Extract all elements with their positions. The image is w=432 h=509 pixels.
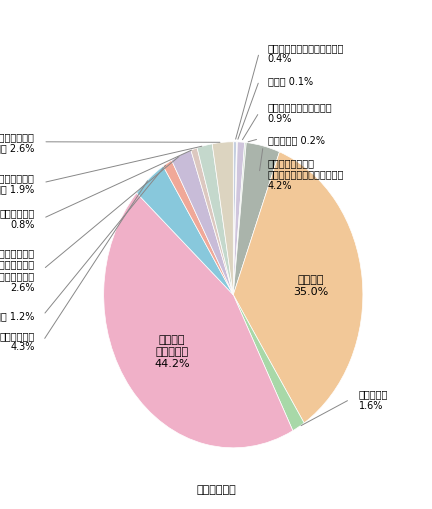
- Text: 警察 1.2%: 警察 1.2%: [0, 310, 35, 321]
- Text: 検察庁 0.1%: 検察庁 0.1%: [268, 76, 313, 87]
- Wedge shape: [233, 153, 363, 423]
- Wedge shape: [233, 143, 237, 295]
- Text: 労働問題相談機関・
団体 2.6%: 労働問題相談機関・ 団体 2.6%: [0, 132, 35, 153]
- Text: 民間支援団体
0.8%: 民間支援団体 0.8%: [0, 208, 35, 230]
- Text: その他機関・団体
（裁判所・暴追センター等）
4.2%: その他機関・団体 （裁判所・暴追センター等） 4.2%: [268, 157, 344, 191]
- Text: 弁護士会
35.0%: 弁護士会 35.0%: [293, 275, 328, 296]
- Text: 配偶者暴力相談
支援センター・
女性センター等
2.6%: 配偶者暴力相談 支援センター・ 女性センター等 2.6%: [0, 247, 35, 292]
- Text: 提供：法務省: 提供：法務省: [196, 484, 236, 494]
- Wedge shape: [191, 149, 233, 295]
- Text: 福祉・保健・医療機関・団体
0.4%: 福祉・保健・医療機関・団体 0.4%: [268, 43, 344, 64]
- Text: 児童相談所 0.2%: 児童相談所 0.2%: [268, 134, 325, 145]
- Text: 法テラス
地方事務所
44.2%: 法テラス 地方事務所 44.2%: [154, 335, 190, 368]
- Text: 地方公共団体
4.3%: 地方公共団体 4.3%: [0, 330, 35, 352]
- Text: 人権問題相談機関・団体
0.9%: 人権問題相談機関・団体 0.9%: [268, 102, 333, 124]
- Wedge shape: [233, 144, 280, 295]
- Wedge shape: [233, 295, 304, 431]
- Wedge shape: [233, 143, 246, 295]
- Wedge shape: [104, 193, 293, 448]
- Text: 司法書士会
1.6%: 司法書士会 1.6%: [359, 389, 388, 410]
- Wedge shape: [233, 143, 245, 295]
- Wedge shape: [197, 145, 233, 295]
- Text: 交通事故相談機関・
団体 1.9%: 交通事故相談機関・ 団体 1.9%: [0, 173, 35, 194]
- Wedge shape: [163, 161, 233, 295]
- Wedge shape: [212, 143, 233, 295]
- Wedge shape: [137, 167, 233, 295]
- Wedge shape: [172, 151, 233, 295]
- Wedge shape: [233, 143, 237, 295]
